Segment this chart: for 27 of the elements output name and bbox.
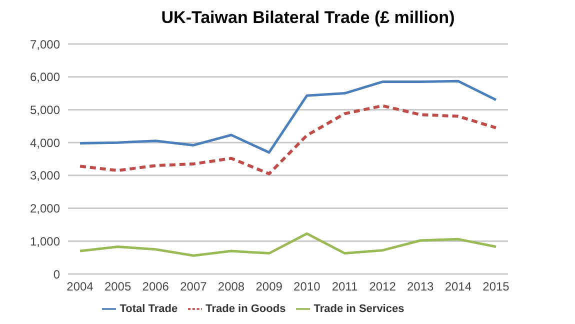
x-tick-label: 2007 (180, 280, 208, 294)
x-tick-label: 2010 (294, 280, 321, 294)
x-tick-label: 2009 (256, 280, 283, 294)
legend-label: Trade in Services (314, 302, 404, 315)
y-tick-label: 7,000 (30, 37, 60, 52)
x-tick-label: 2006 (142, 280, 170, 294)
x-tick-label: 2013 (407, 280, 434, 294)
y-tick-label: 3,000 (30, 168, 60, 183)
y-tick-label: 4,000 (30, 136, 60, 150)
line-series (78, 80, 498, 154)
line-series (78, 232, 498, 257)
legend-label: Trade in Goods (206, 302, 286, 315)
x-tick-label: 2012 (369, 280, 396, 294)
x-tick-label: 2004 (66, 280, 94, 294)
legend-label: Total Trade (120, 302, 178, 315)
y-tick-label: 0 (53, 267, 60, 282)
chart-title: UK-Taiwan Bilateral Trade (£ million) (160, 8, 456, 29)
y-tick-label: 6,000 (30, 70, 60, 84)
x-tick-label: 2005 (104, 280, 132, 294)
x-tick-label: 2014 (444, 280, 472, 294)
line-series (78, 104, 498, 176)
x-tick-label: 2015 (482, 280, 510, 294)
y-tick-label: 1,000 (30, 234, 60, 248)
x-tick-label: 2011 (332, 280, 358, 294)
x-tick-label: 2008 (218, 280, 245, 294)
y-tick-label: 5,000 (30, 102, 60, 117)
y-tick-label: 2,000 (30, 202, 60, 216)
